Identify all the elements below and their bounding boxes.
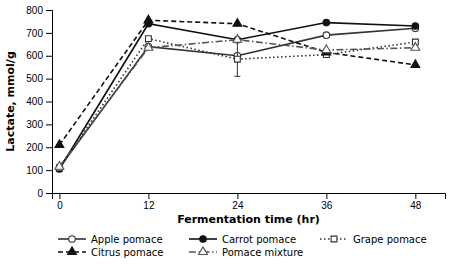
legend-marker [69, 236, 76, 243]
legend-item: Citrus pomace [58, 247, 164, 258]
plot-area: 0 12 24 36 48 0 100 200 300 400 500 600 700 800 Fermen… [4, 5, 446, 226]
legend-label: Carrot pomace [222, 234, 296, 245]
series [55, 35, 420, 170]
series [55, 15, 420, 147]
tick-label: 800 [26, 5, 43, 16]
tick-mark [148, 193, 149, 199]
series-line [59, 20, 415, 145]
series-line [59, 40, 415, 167]
tick-label: 0 [37, 188, 43, 199]
error-bar [234, 42, 240, 76]
point [323, 32, 330, 39]
legend-item: Grape pomace [320, 234, 427, 245]
tick-mark [46, 79, 52, 80]
legend-label: Grape pomace [353, 234, 427, 245]
tick-label: 12 [143, 200, 155, 211]
legend: Apple pomace Carrot pomace Grape pomace Cit… [58, 234, 427, 258]
tick-label: 24 [232, 200, 244, 211]
axis-line [46, 11, 53, 194]
series [56, 19, 419, 172]
x-axis-title: Fermentation time (hr) [177, 213, 320, 226]
legend-item: Pomace mixture [189, 247, 303, 258]
series [57, 36, 419, 171]
series [56, 25, 419, 171]
tick-mark [46, 102, 52, 103]
tick: 0 [37, 188, 52, 199]
tick-mark [46, 193, 52, 194]
tick-mark [46, 10, 52, 11]
tick: 800 [26, 5, 52, 16]
tick: 200 [26, 142, 52, 153]
series-line [59, 23, 415, 169]
tick-label: 600 [26, 50, 43, 61]
point [411, 43, 420, 51]
tick: 100 [26, 165, 52, 176]
point [233, 35, 242, 43]
legend-item: Apple pomace [58, 234, 163, 245]
legend-item: Carrot pomace [189, 234, 296, 245]
tick-mark [237, 193, 238, 199]
chart: 0 12 24 36 48 0 100 200 300 400 500 600 700 800 Fermen… [0, 0, 457, 273]
tick-label: 200 [26, 142, 43, 153]
legend-label: Citrus pomace [91, 247, 164, 258]
tick: 48 [410, 193, 422, 211]
tick-mark [46, 33, 52, 34]
point [145, 36, 151, 42]
point [55, 140, 64, 148]
tick-mark [46, 147, 52, 148]
tick-label: 36 [321, 200, 333, 211]
legend-label: Apple pomace [91, 234, 163, 245]
tick-label: 100 [26, 165, 43, 176]
tick-mark [326, 193, 327, 199]
tick-label: 0 [57, 200, 63, 211]
point [233, 19, 242, 27]
tick-mark [46, 124, 52, 125]
tick-mark [46, 170, 52, 171]
series-layer [55, 15, 420, 172]
tick-label: 48 [410, 200, 422, 211]
point [411, 60, 420, 68]
tick-mark [46, 56, 52, 57]
tick: 24 [232, 193, 244, 211]
axis-line [53, 194, 446, 200]
tick: 400 [26, 96, 52, 107]
tick-label: 500 [26, 73, 43, 84]
point [55, 162, 64, 170]
legend-label: Pomace mixture [222, 247, 303, 258]
tick-mark [415, 193, 416, 199]
tick-label: 700 [26, 28, 43, 39]
tick-label: 400 [26, 96, 43, 107]
point [322, 45, 331, 53]
tick-mark [59, 193, 60, 199]
point [144, 43, 153, 51]
tick: 500 [26, 73, 52, 84]
x-axis: 0 12 24 36 48 [53, 193, 446, 211]
tick: 300 [26, 119, 52, 130]
tick: 0 [57, 193, 63, 211]
y-axis: 0 100 200 300 400 500 600 700 800 [26, 5, 52, 199]
tick: 12 [143, 193, 155, 211]
legend-marker [331, 236, 337, 242]
tick: 600 [26, 50, 52, 61]
tick-label: 300 [26, 119, 43, 130]
error-bar-cap [234, 76, 240, 77]
point [234, 56, 240, 62]
tick: 36 [321, 193, 333, 211]
point [144, 15, 153, 23]
point [323, 19, 330, 26]
legend-marker [68, 247, 77, 255]
point [412, 23, 419, 30]
legend-marker [199, 247, 208, 255]
tick: 700 [26, 28, 52, 39]
series-line [59, 28, 415, 168]
legend-marker [200, 236, 207, 243]
y-axis-title: Lactate, mmol/g [4, 51, 17, 152]
